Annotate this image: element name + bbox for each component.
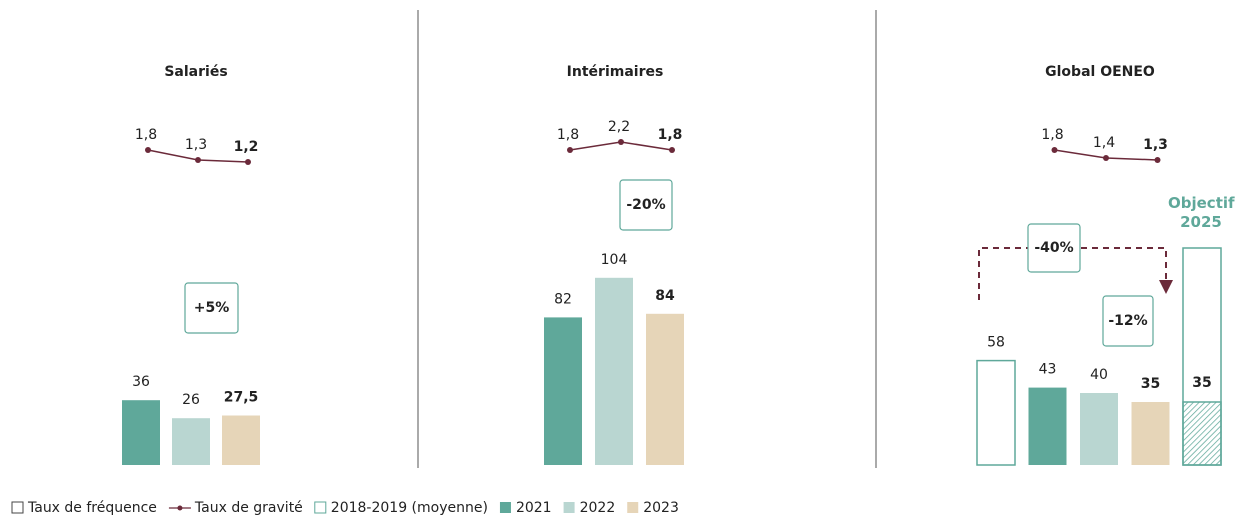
chart-title: Global OENEO bbox=[1045, 64, 1155, 80]
bar bbox=[646, 313, 684, 465]
bar bbox=[1028, 387, 1067, 465]
line-point bbox=[1051, 147, 1058, 153]
legend-marker bbox=[627, 502, 639, 513]
line-label: 1,8 bbox=[557, 127, 579, 143]
chart-title: Salariés bbox=[164, 64, 227, 80]
legend-marker bbox=[11, 501, 24, 514]
line-point bbox=[618, 139, 624, 145]
change-badge bbox=[1102, 295, 1154, 347]
change-badge bbox=[619, 179, 673, 231]
bar bbox=[544, 317, 582, 465]
line-point bbox=[1154, 157, 1161, 163]
change-label: -12% bbox=[1108, 313, 1147, 329]
bar bbox=[1080, 393, 1118, 465]
line-point bbox=[245, 159, 251, 165]
value-label: 35 bbox=[1141, 376, 1160, 392]
line-point bbox=[145, 147, 151, 153]
change-badge bbox=[184, 282, 239, 334]
legend-label: 2018-2019 (moyenne) bbox=[331, 500, 488, 516]
legend-marker bbox=[314, 501, 327, 514]
line-label: 1,3 bbox=[1143, 137, 1168, 153]
line-label: 1,8 bbox=[1041, 127, 1063, 143]
bar bbox=[122, 400, 160, 465]
bar bbox=[976, 359, 1016, 466]
change-label: +5% bbox=[194, 300, 230, 316]
arrow-head bbox=[1159, 280, 1173, 294]
line-label: 2,2 bbox=[608, 119, 630, 135]
value-label: 58 bbox=[987, 335, 1005, 351]
bar bbox=[222, 415, 260, 465]
change-label: -20% bbox=[626, 197, 665, 213]
change-badge bbox=[1027, 223, 1081, 273]
bar bbox=[1182, 401, 1222, 466]
value-label: 26 bbox=[182, 392, 200, 408]
legend-label: 2022 bbox=[580, 500, 616, 516]
line-label: 1,2 bbox=[234, 139, 259, 155]
bar bbox=[172, 418, 210, 465]
legend-marker bbox=[563, 502, 575, 513]
legend-marker bbox=[177, 505, 183, 511]
value-label: 82 bbox=[554, 291, 572, 307]
line-point bbox=[567, 147, 573, 153]
value-label: 27,5 bbox=[224, 390, 259, 406]
line-point bbox=[669, 147, 675, 153]
legend-label: Taux de fréquence bbox=[27, 500, 157, 516]
target-frame bbox=[1182, 247, 1222, 466]
line-point bbox=[1103, 155, 1109, 161]
value-label: 40 bbox=[1090, 367, 1108, 383]
value-label: 36 bbox=[132, 374, 150, 390]
value-label: 104 bbox=[601, 252, 628, 268]
value-label: 43 bbox=[1039, 362, 1057, 378]
chart-title: Intérimaires bbox=[567, 64, 664, 80]
bar bbox=[595, 277, 633, 465]
line-label: 1,4 bbox=[1093, 135, 1115, 151]
change-label: -40% bbox=[1034, 240, 1073, 256]
line-label: 1,8 bbox=[658, 127, 683, 143]
line-label: 1,8 bbox=[135, 127, 157, 143]
line-point bbox=[195, 157, 201, 163]
value-label: 35 bbox=[1192, 375, 1211, 391]
bar bbox=[1131, 402, 1170, 465]
target-label: Objectif 2025 bbox=[1168, 194, 1235, 231]
legend-marker bbox=[499, 502, 511, 513]
legend-label: Taux de gravité bbox=[194, 500, 303, 516]
legend-label: 2023 bbox=[643, 500, 679, 516]
value-label: 84 bbox=[655, 288, 675, 304]
legend-label: 2021 bbox=[516, 500, 552, 516]
line-label: 1,3 bbox=[185, 137, 207, 153]
